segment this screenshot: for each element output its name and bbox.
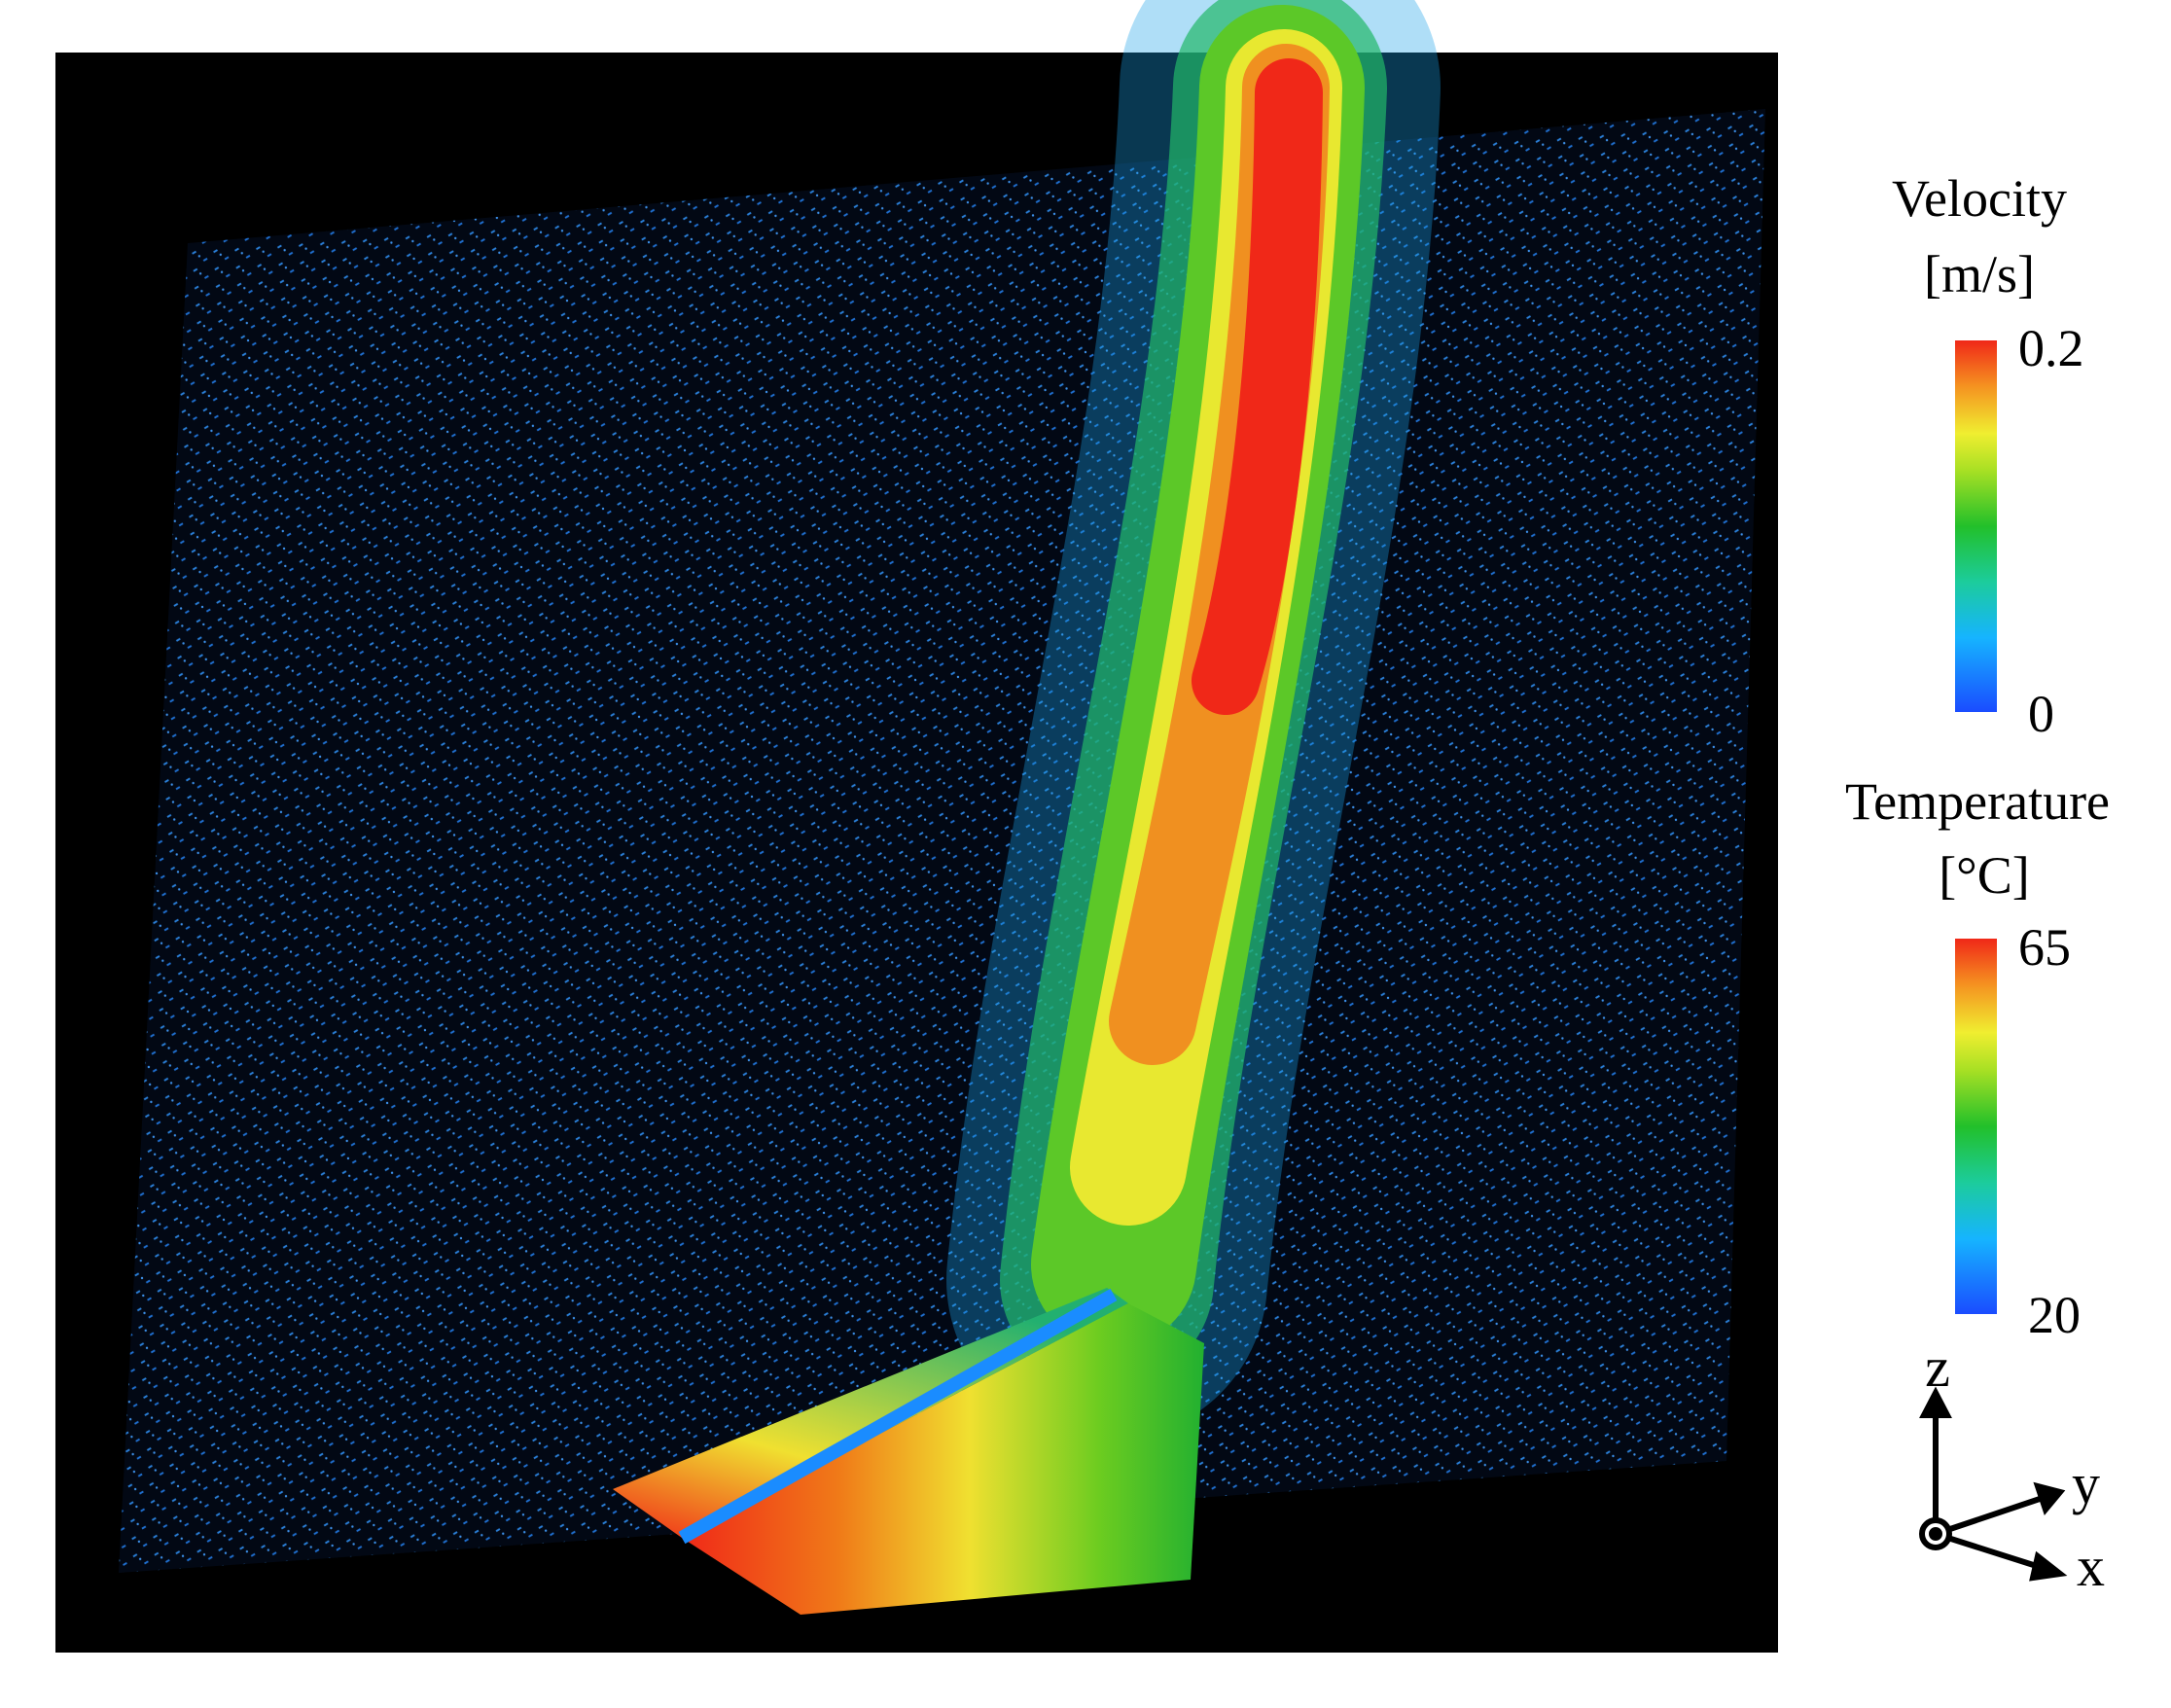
axis-label: y bbox=[2072, 1452, 2100, 1515]
colorbar bbox=[1955, 939, 1997, 1314]
legend-max: 65 bbox=[2018, 918, 2071, 977]
legend-max: 0.2 bbox=[2018, 319, 2084, 377]
legend-unit: [°C] bbox=[1939, 846, 2030, 905]
legend-title: Temperature bbox=[1845, 772, 2110, 831]
legend-title: Velocity bbox=[1892, 169, 2067, 228]
axis-label: x bbox=[2077, 1535, 2105, 1598]
heater bbox=[613, 1288, 1204, 1615]
legend-min: 20 bbox=[2028, 1286, 2081, 1344]
colorbar bbox=[1955, 340, 1997, 712]
legend-unit: [m/s] bbox=[1924, 245, 2035, 303]
legend-min: 0 bbox=[2028, 685, 2054, 743]
axis-triad bbox=[1919, 1386, 2068, 1582]
plume bbox=[946, 0, 1441, 1441]
axis-label: z bbox=[1925, 1335, 1950, 1399]
vector-plane bbox=[119, 109, 1765, 1573]
